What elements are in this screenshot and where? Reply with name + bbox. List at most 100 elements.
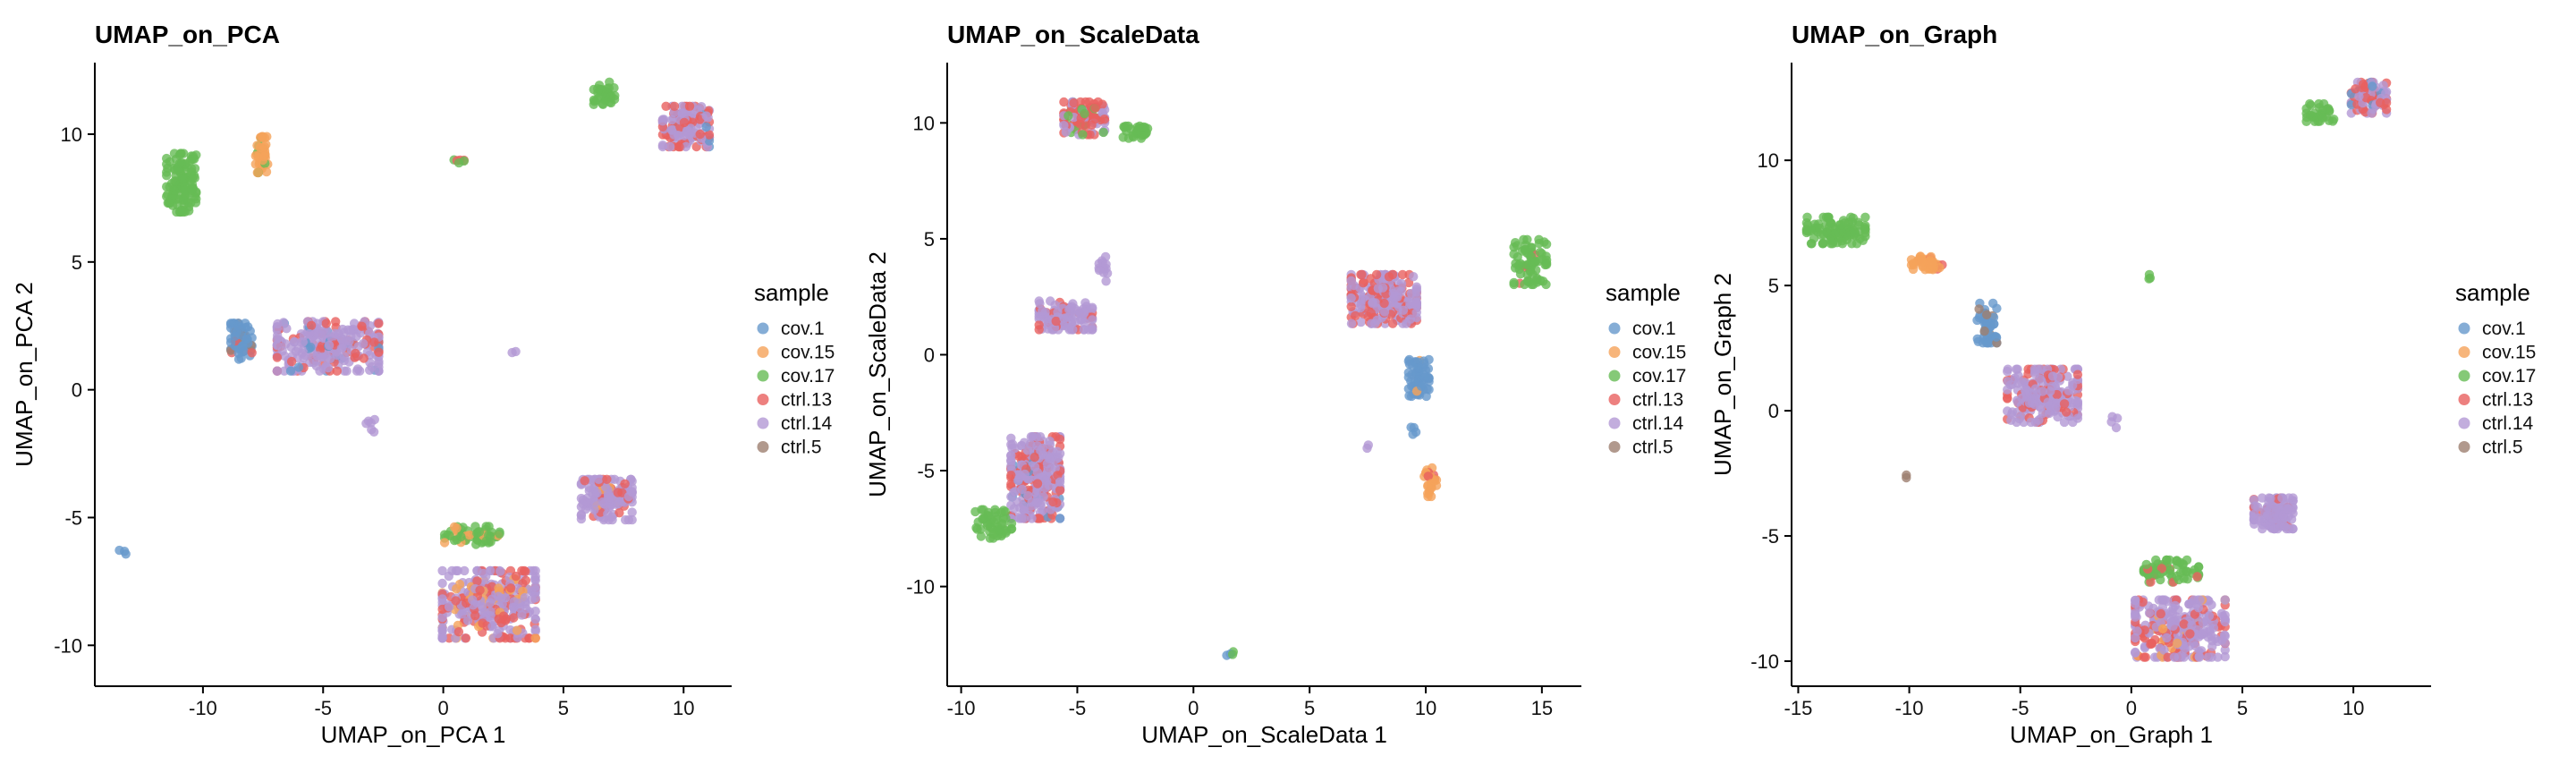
data-point [1423, 471, 1434, 481]
data-point [2376, 98, 2385, 108]
legend-label: cov.15 [781, 343, 835, 363]
data-point [674, 141, 684, 152]
data-point [1827, 239, 1838, 249]
data-point [2381, 105, 2392, 115]
data-point [1034, 514, 1044, 523]
legend-swatch [2458, 346, 2470, 358]
data-point [374, 319, 384, 328]
data-point [599, 92, 610, 102]
data-point [1974, 304, 1984, 314]
data-point [2047, 381, 2057, 391]
data-point [1006, 450, 1016, 461]
data-point [233, 354, 244, 364]
data-point [2172, 571, 2182, 582]
data-point [1403, 356, 1414, 366]
legend-label: ctrl.13 [781, 390, 832, 411]
x-tick-label: 15 [1531, 697, 1553, 719]
data-point [667, 115, 677, 125]
data-point [2003, 385, 2012, 395]
data-point [247, 348, 257, 358]
x-tick-label: -5 [314, 697, 332, 719]
data-point [2378, 81, 2388, 90]
data-point [496, 566, 505, 576]
data-point [1088, 325, 1097, 335]
data-point [272, 334, 283, 344]
data-point [282, 324, 292, 334]
data-point [1035, 432, 1046, 442]
data-point [1008, 439, 1018, 449]
legend-label: ctrl.5 [2482, 437, 2523, 458]
data-point [2193, 603, 2204, 613]
legend-swatch [2458, 417, 2470, 429]
data-point [1403, 372, 1414, 382]
data-point [336, 333, 346, 344]
data-point [178, 194, 188, 205]
data-point [589, 505, 599, 514]
data-point [1053, 307, 1063, 318]
data-point [2277, 493, 2287, 503]
data-point [162, 171, 172, 181]
data-point [2354, 91, 2364, 101]
data-point [1980, 336, 1990, 345]
data-point [289, 337, 300, 347]
data-point [230, 331, 240, 341]
data-point [1534, 234, 1544, 244]
data-point [1935, 263, 1945, 273]
data-point [1019, 501, 1029, 512]
data-point [1006, 461, 1016, 471]
data-point [1059, 97, 1069, 107]
data-point [2029, 399, 2039, 410]
data-point [2204, 611, 2215, 621]
data-point [2288, 508, 2298, 518]
data-point [2131, 648, 2140, 658]
data-point [1818, 239, 1828, 249]
data-point [1078, 130, 1088, 140]
data-point [350, 353, 360, 362]
data-point [359, 353, 369, 363]
data-point [318, 352, 327, 362]
data-point [1042, 459, 1053, 469]
data-point [1023, 490, 1033, 501]
data-point [2169, 652, 2180, 662]
data-point [242, 334, 251, 344]
x-tick-label: -10 [1895, 697, 1924, 719]
data-point [1032, 479, 1043, 488]
x-tick-label: 5 [1304, 697, 1315, 719]
data-point [1357, 269, 1367, 280]
data-point [2030, 384, 2040, 394]
data-point [1541, 259, 1552, 269]
legend-label: ctrl.13 [2482, 390, 2533, 411]
data-point [1052, 446, 1063, 456]
data-point [1098, 127, 1108, 138]
data-point [233, 321, 243, 331]
data-point [530, 624, 540, 634]
data-point [606, 512, 617, 522]
data-point [2193, 562, 2204, 572]
data-point [657, 116, 668, 126]
data-point [171, 176, 181, 186]
data-point [261, 166, 272, 177]
legend-label: ctrl.5 [781, 437, 822, 458]
data-point [530, 575, 540, 585]
data-point [272, 353, 283, 362]
data-point [437, 594, 447, 604]
data-point [451, 596, 461, 606]
legend-swatch [757, 346, 769, 358]
data-point [521, 575, 531, 585]
data-point [162, 159, 172, 169]
data-point [2368, 81, 2377, 91]
scatter-points [970, 97, 1552, 660]
data-point [2059, 399, 2070, 409]
data-point [277, 346, 287, 356]
legend-swatch [2458, 370, 2470, 382]
data-point [336, 344, 346, 353]
data-point [2167, 608, 2178, 618]
data-point [2250, 509, 2259, 519]
data-point [494, 591, 504, 601]
data-point [2324, 115, 2334, 125]
y-tick-label: 0 [924, 344, 935, 366]
legend-label: cov.1 [1632, 319, 1676, 339]
data-point [344, 336, 354, 346]
data-point [272, 366, 283, 376]
data-point [2220, 610, 2230, 620]
